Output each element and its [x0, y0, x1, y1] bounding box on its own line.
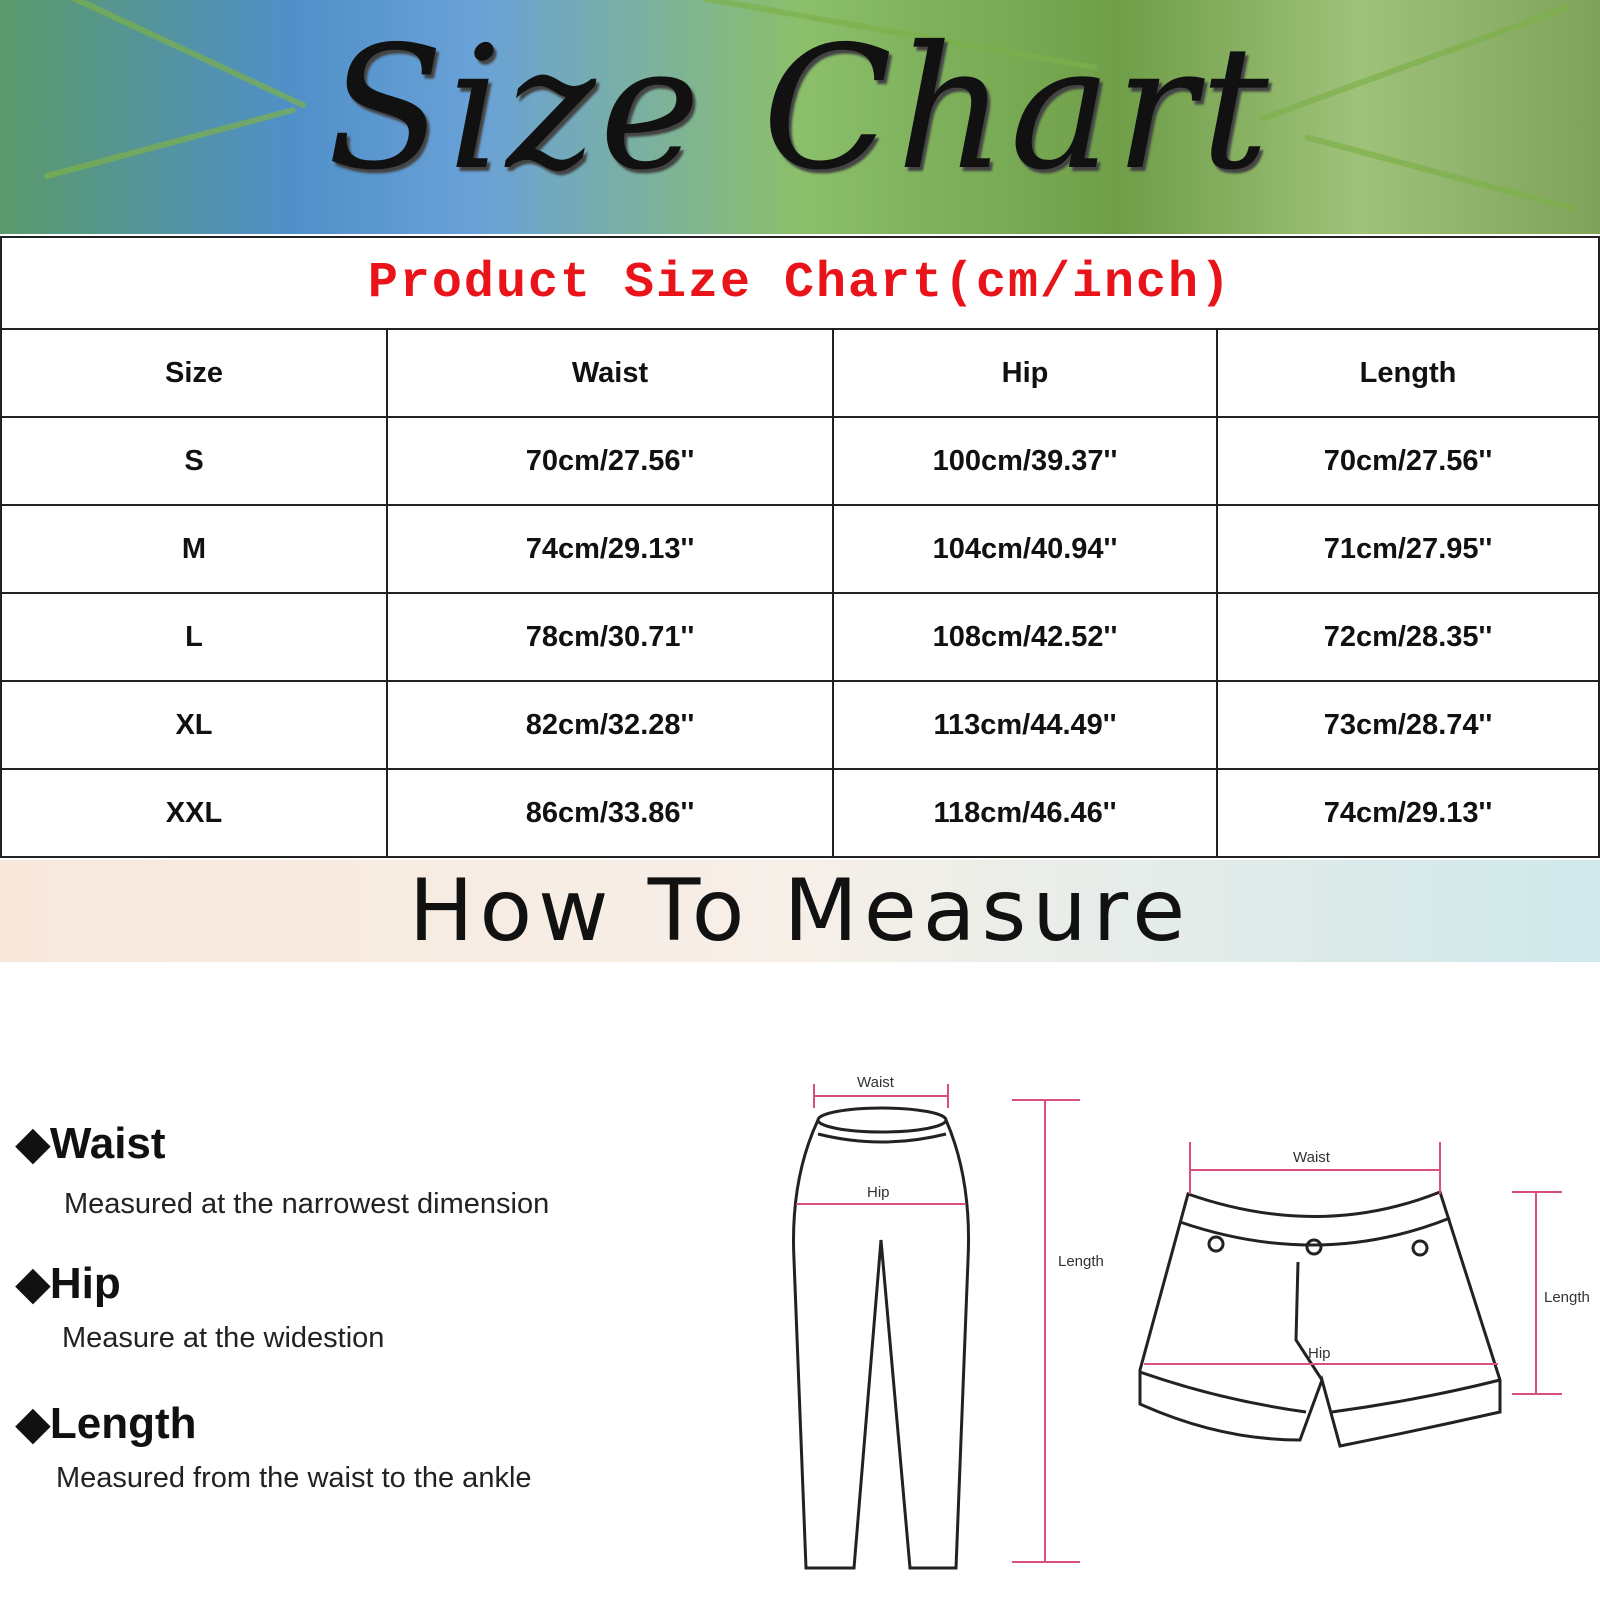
- table-cell: 74cm/29.13'': [386, 504, 834, 594]
- table-row: XXL 86cm/33.86'' 118cm/46.46'' 74cm/29.13'': [0, 768, 1600, 858]
- shorts-hip-label: Hip: [1308, 1345, 1331, 1362]
- header-hip: Hip: [832, 328, 1218, 418]
- table-row: M 74cm/29.13'' 104cm/40.94'' 71cm/27.95'': [0, 504, 1600, 594]
- header-length: Length: [1216, 328, 1600, 418]
- table-row: L 78cm/30.71'' 108cm/42.52'' 72cm/28.35'': [0, 592, 1600, 682]
- table-row: XL 82cm/32.28'' 113cm/44.49'' 73cm/28.74'': [0, 680, 1600, 770]
- pants-hip-label: Hip: [867, 1184, 890, 1201]
- header-waist: Waist: [386, 328, 834, 418]
- table-cell: 70cm/27.56'': [1216, 416, 1600, 506]
- table-row: S 70cm/27.56'' 100cm/39.37'' 70cm/27.56'': [0, 416, 1600, 506]
- table-cell: 108cm/42.52'': [832, 592, 1218, 682]
- measure-label: Waist: [49, 1119, 166, 1168]
- table-cell: 73cm/28.74'': [1216, 680, 1600, 770]
- table-cell: 71cm/27.95'': [1216, 504, 1600, 594]
- measure-item-length: ◆Length: [16, 1399, 197, 1448]
- header-size: Size: [0, 328, 388, 418]
- table-cell: 82cm/32.28'': [386, 680, 834, 770]
- table-cell: 86cm/33.86'': [386, 768, 834, 858]
- header-row: Size Waist Hip Length: [0, 328, 1600, 418]
- shorts-length-label: Length: [1544, 1289, 1590, 1306]
- measure-title: How To Measure: [0, 860, 1600, 962]
- pants-arrows: [796, 1084, 1080, 1563]
- table-cell: S: [0, 416, 388, 506]
- table-title: Product Size Chart(cm/inch): [0, 236, 1600, 330]
- table-cell: XXL: [0, 768, 388, 858]
- table-cell: 104cm/40.94'': [832, 504, 1218, 594]
- table-cell: M: [0, 504, 388, 594]
- table-cell: 118cm/46.46'': [832, 768, 1218, 858]
- table-cell: 72cm/28.35'': [1216, 592, 1600, 682]
- measure-desc: Measured from the waist to the ankle: [56, 1462, 532, 1494]
- measure-desc: Measured at the narrowest dimension: [64, 1188, 550, 1220]
- measure-label: Length: [49, 1399, 197, 1448]
- banner-title: Size Chart: [327, 10, 1273, 208]
- size-table: Product Size Chart(cm/inch) Size Waist H…: [0, 236, 1600, 858]
- shorts-diagram: [1138, 1190, 1502, 1448]
- banner: Size Chart: [0, 0, 1600, 234]
- pants-length-label: Length: [1058, 1253, 1104, 1270]
- table-cell: 70cm/27.56'': [386, 416, 834, 506]
- table-cell: L: [0, 592, 388, 682]
- measure-item-hip: ◆Hip: [16, 1259, 121, 1308]
- shorts-waist-label: Waist: [1293, 1149, 1331, 1166]
- table-cell: 113cm/44.49'': [832, 680, 1218, 770]
- pants-diagram: [792, 1106, 971, 1570]
- table-cell: XL: [0, 680, 388, 770]
- pants-waist-label: Waist: [857, 1074, 895, 1091]
- table-cell: 78cm/30.71'': [386, 592, 834, 682]
- table-cell: 74cm/29.13'': [1216, 768, 1600, 858]
- measure-label: Hip: [49, 1259, 121, 1308]
- shorts-arrows: [1144, 1142, 1562, 1395]
- measure-item-waist: ◆Waist: [16, 1119, 166, 1168]
- measure-desc: Measure at the widestion: [62, 1322, 385, 1354]
- table-cell: 100cm/39.37'': [832, 416, 1218, 506]
